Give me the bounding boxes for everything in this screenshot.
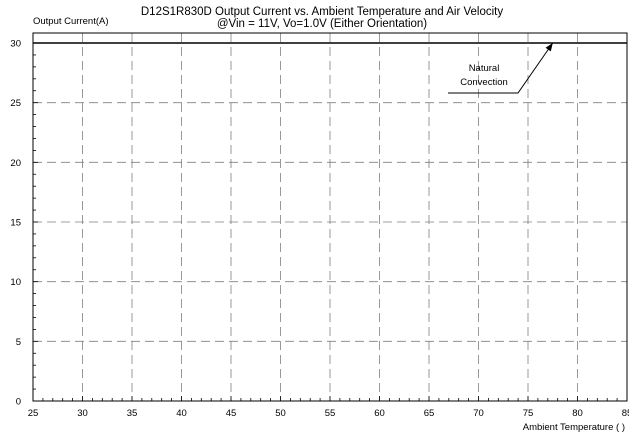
x-tick-label-40: 40 — [176, 408, 187, 419]
x-tick-label-70: 70 — [473, 408, 484, 419]
annotation-leader-line — [448, 42, 554, 94]
y-axis-label: Output Current(A) — [33, 16, 109, 27]
y-tick-label-20: 20 — [10, 158, 21, 169]
x-tick-label-75: 75 — [523, 408, 534, 419]
annotation-line-2: Convection — [460, 77, 508, 88]
annotation-arrowhead — [545, 43, 553, 52]
x-tick-label-65: 65 — [424, 408, 435, 419]
chart-title: D12S1R830D Output Current vs. Ambient Te… — [141, 6, 503, 18]
x-tick-label-50: 50 — [275, 408, 286, 419]
y-tick-labels: 0 5 10 15 20 25 30 — [10, 39, 21, 408]
annotation-line-1: Natural — [469, 63, 500, 74]
x-tick-label-60: 60 — [374, 408, 385, 419]
x-tick-label-35: 35 — [127, 408, 138, 419]
x-axis-label: Ambient Temperature ( ) — [523, 422, 625, 433]
y-tick-label-10: 10 — [10, 277, 21, 288]
grid-lines — [33, 33, 627, 401]
x-tick-label-25: 25 — [28, 408, 39, 419]
x-tick-label-45: 45 — [226, 408, 237, 419]
y-tick-label-25: 25 — [10, 98, 21, 109]
y-tick-label-5: 5 — [16, 337, 21, 348]
x-tick-label-80: 80 — [572, 408, 583, 419]
x-tick-label-55: 55 — [325, 408, 336, 419]
y-tick-label-30: 30 — [10, 39, 21, 50]
x-tick-label-85: 85 — [622, 408, 629, 419]
y-tick-label-15: 15 — [10, 218, 21, 229]
x-tick-label-30: 30 — [77, 408, 88, 419]
annotation-natural-convection: Natural Convection — [448, 42, 554, 94]
y-tick-label-0: 0 — [16, 397, 21, 408]
plot-frame — [32, 32, 628, 402]
x-tick-labels: 25 30 35 40 45 50 55 60 65 70 75 80 85 — [28, 408, 629, 419]
chart-subtitle: @Vin = 11V, Vo=1.0V (Either Orientation) — [217, 18, 427, 30]
